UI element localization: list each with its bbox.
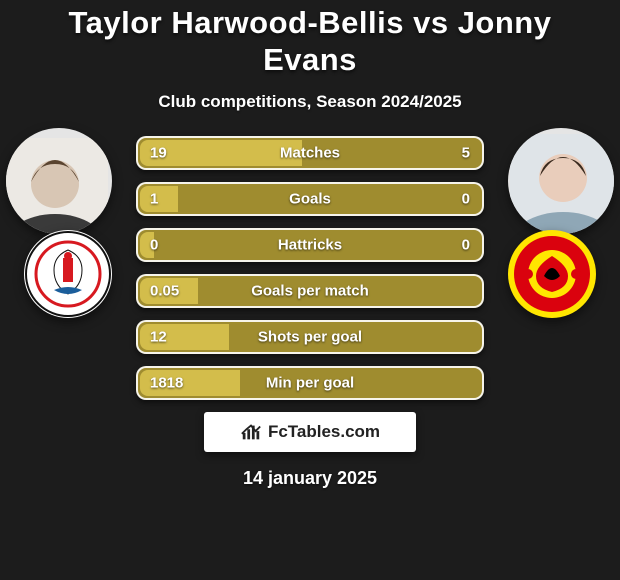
stat-right-value: 5	[462, 145, 470, 162]
stat-label: Matches	[280, 145, 340, 162]
stat-bar: 12 Shots per goal	[136, 320, 484, 354]
stat-bar: 19 Matches 5	[136, 136, 484, 170]
comparison-area: 19 Matches 5 1 Goals 0 0 Hattricks 0 0.05 Goals pe…	[0, 136, 620, 400]
stat-left-value: 19	[150, 145, 167, 162]
player-right-photo	[508, 128, 614, 234]
stat-right-value: 0	[462, 237, 470, 254]
stat-left-value: 0.05	[150, 283, 179, 300]
club-badge-right	[508, 230, 596, 318]
page-title: Taylor Harwood-Bellis vs Jonny Evans	[0, 4, 620, 78]
branding-panel: FcTables.com	[204, 412, 416, 452]
branding-text: FcTables.com	[268, 422, 380, 442]
stat-bar: 0.05 Goals per match	[136, 274, 484, 308]
stat-right-value: 0	[462, 191, 470, 208]
footer-date: 14 january 2025	[0, 468, 620, 489]
silhouette-icon	[6, 138, 108, 234]
southampton-badge-icon	[24, 230, 112, 318]
stat-bar-fill	[140, 186, 178, 212]
stat-label: Shots per goal	[258, 329, 362, 346]
stat-label: Goals per match	[251, 283, 369, 300]
club-badge-left	[24, 230, 112, 318]
stat-bar: 1818 Min per goal	[136, 366, 484, 400]
stat-label: Hattricks	[278, 237, 342, 254]
stat-bar: 1 Goals 0	[136, 182, 484, 216]
stat-left-value: 12	[150, 329, 167, 346]
stat-left-value: 1818	[150, 375, 183, 392]
stat-bars: 19 Matches 5 1 Goals 0 0 Hattricks 0 0.05 Goals pe…	[136, 136, 484, 400]
stat-left-value: 1	[150, 191, 158, 208]
stat-left-value: 0	[150, 237, 158, 254]
player-left-photo	[6, 128, 112, 234]
stat-label: Min per goal	[266, 375, 354, 392]
chart-icon	[240, 421, 262, 443]
manutd-badge-icon	[508, 230, 596, 318]
page-subtitle: Club competitions, Season 2024/2025	[0, 92, 620, 112]
stat-bar: 0 Hattricks 0	[136, 228, 484, 262]
stat-label: Goals	[289, 191, 331, 208]
silhouette-icon	[510, 134, 614, 234]
